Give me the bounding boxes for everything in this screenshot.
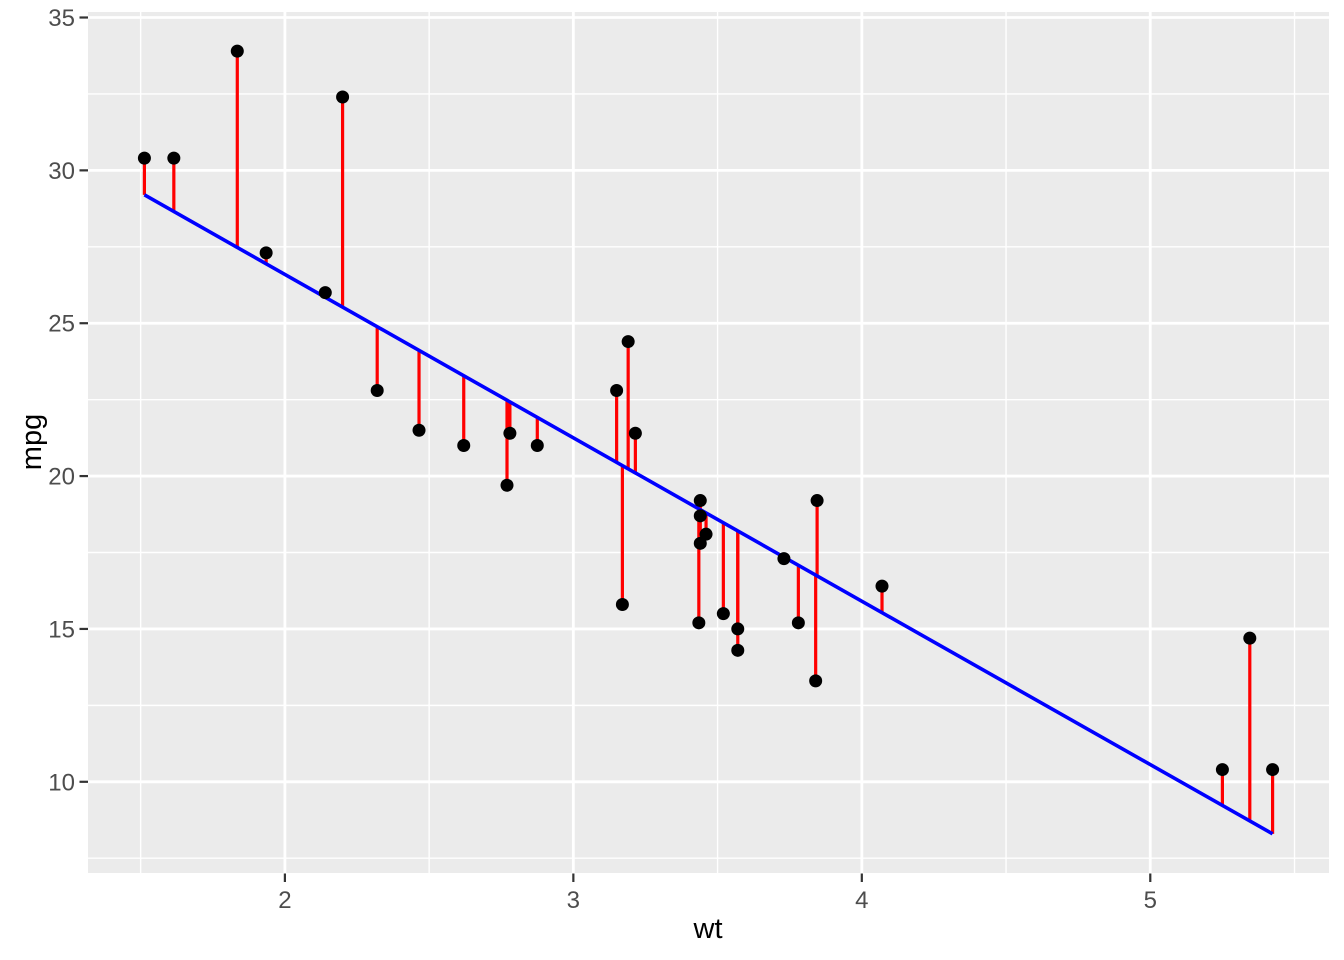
- regression-line: [143, 193, 1274, 836]
- y-tick-label: 10: [48, 769, 75, 796]
- data-point: [693, 509, 707, 523]
- data-point: [731, 622, 745, 636]
- data-point: [457, 439, 471, 453]
- data-point: [615, 597, 629, 611]
- data-point: [693, 536, 707, 550]
- data-point: [810, 494, 824, 508]
- data-point: [621, 335, 635, 349]
- data-point: [693, 494, 707, 508]
- data-point: [503, 426, 517, 440]
- x-tick-label: 3: [567, 887, 580, 914]
- data-point: [777, 552, 791, 566]
- minor-gridlines: [88, 12, 1329, 873]
- major-gridlines: [88, 12, 1329, 873]
- y-tick-label: 20: [48, 464, 75, 491]
- data-point: [318, 286, 332, 300]
- data-point: [137, 151, 151, 165]
- axis-ticks: 2 3 4 5 10 15 20 25 30 35: [48, 5, 1157, 914]
- data-point: [530, 439, 544, 453]
- data-point: [1266, 763, 1280, 777]
- y-tick-label: 35: [48, 5, 75, 32]
- data-point: [1215, 763, 1229, 777]
- x-axis-title: wt: [693, 913, 723, 945]
- data-point: [628, 426, 642, 440]
- y-axis-title: mpg: [16, 414, 48, 470]
- data-point: [336, 90, 350, 104]
- data-point: [875, 579, 889, 593]
- data-point: [1243, 631, 1257, 645]
- residual-segments: [142, 51, 1275, 834]
- data-point: [167, 151, 181, 165]
- y-tick-label: 15: [48, 616, 75, 643]
- data-point: [731, 643, 745, 657]
- data-point: [230, 44, 244, 58]
- data-point: [791, 616, 805, 630]
- y-tick-label: 25: [48, 311, 75, 338]
- x-tick-label: 5: [1144, 887, 1157, 914]
- data-point: [809, 674, 823, 688]
- data-points: [137, 44, 1280, 777]
- data-point: [412, 423, 426, 437]
- data-point: [692, 616, 706, 630]
- data-point: [259, 246, 273, 260]
- data-point: [716, 607, 730, 621]
- data-point: [500, 478, 514, 492]
- plot-panel: [88, 12, 1329, 873]
- regression-line-layer: [143, 193, 1274, 836]
- data-point: [370, 383, 384, 397]
- x-tick-label: 4: [855, 887, 868, 914]
- x-tick-label: 2: [278, 887, 291, 914]
- y-tick-label: 30: [48, 158, 75, 185]
- panel-background: [88, 12, 1329, 873]
- data-point: [610, 383, 624, 397]
